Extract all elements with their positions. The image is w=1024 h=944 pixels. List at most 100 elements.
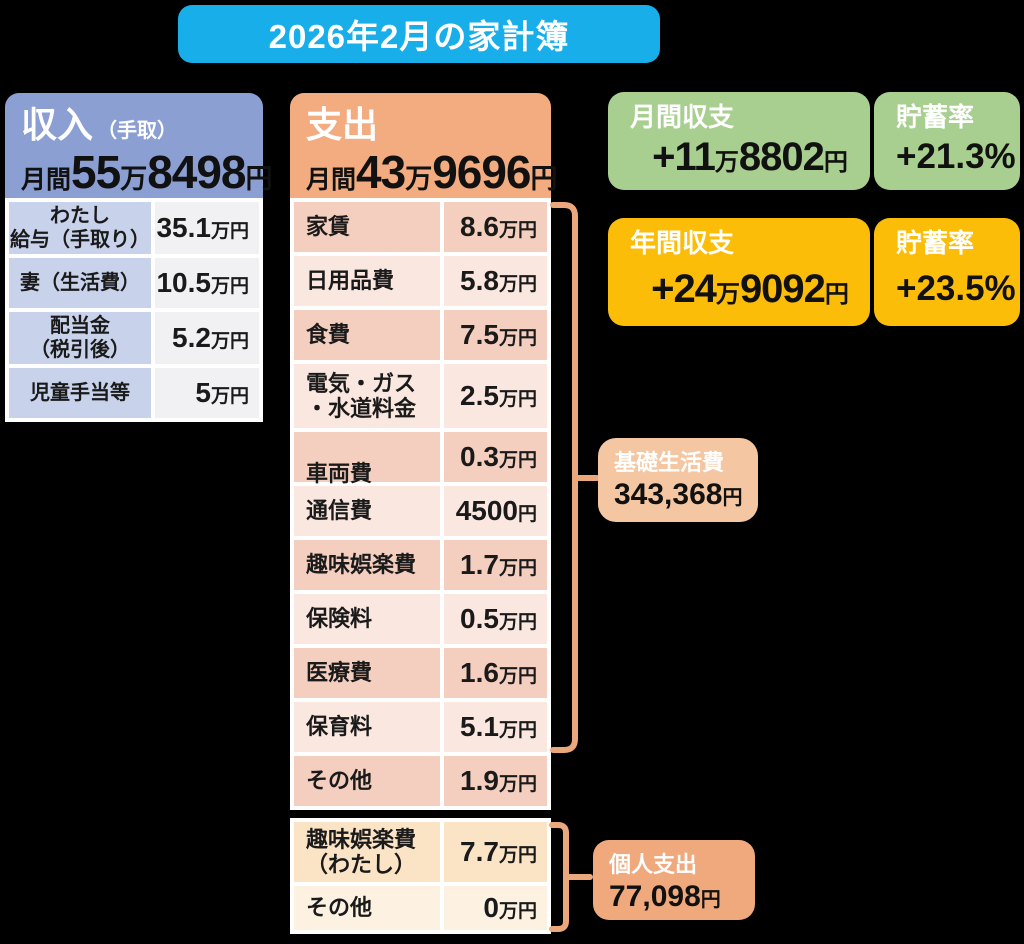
expense-row-unit: 万円: [498, 274, 537, 295]
expense-row-amount: 0.5: [460, 603, 499, 634]
income-row-value: 5万円: [155, 368, 259, 418]
expense-row-value: 1.7万円: [444, 540, 547, 590]
expense-row-unit: 万円: [498, 220, 537, 241]
income-row-label: わたし 給与（手取り）: [9, 202, 151, 254]
expense-row: 保険料 0.5万円: [294, 594, 547, 644]
personal-expense-table: 趣味娯楽費 （わたし） 7.7万円 その他 0万円: [290, 818, 551, 934]
expense-row: 電気・ガス ・水道料金 2.5万円: [294, 364, 547, 428]
expense-row-amount: 7.5: [460, 319, 499, 350]
basic-living-cost-value: 343,368円: [614, 478, 746, 512]
expense-row-amount: 5.1: [460, 711, 499, 742]
expense-row: 通信費 4500円: [294, 486, 547, 536]
expense-row: 医療費 1.6万円: [294, 648, 547, 698]
expense-row-unit: 万円: [498, 450, 537, 471]
yearly-balance-man: +24: [651, 267, 717, 312]
basic-living-cost-amount: 343,368: [614, 478, 723, 512]
personal-row-amount: 0: [483, 892, 499, 923]
income-row-amount: 5.2: [172, 322, 211, 353]
personal-spending-label: 個人支出: [609, 852, 698, 877]
expense-amount-prefix: 月間: [306, 166, 357, 195]
expense-header-label-line: 支出: [306, 103, 535, 146]
monthly-savings-rate-value: +21.3%: [896, 137, 1016, 177]
income-amount-prefix: 月間: [21, 166, 72, 195]
expense-row-amount: 4500: [455, 495, 518, 526]
income-label-note: （手取）: [97, 120, 178, 142]
personal-expense-row: その他 0万円: [294, 886, 547, 930]
monthly-balance-yen-unit: 円: [823, 149, 848, 177]
expense-row-label: その他: [294, 756, 440, 806]
yearly-savings-rate-value: +23.5%: [896, 269, 1016, 309]
expense-row: その他 1.9万円: [294, 756, 547, 806]
expense-row: 保育料 5.1万円: [294, 702, 547, 752]
expense-row-amount: 1.6: [460, 657, 499, 688]
income-row: わたし 給与（手取り） 35.1万円: [9, 202, 259, 254]
expense-row-label: 医療費: [294, 648, 440, 698]
monthly-savings-rate-label: 貯蓄率: [896, 102, 975, 132]
income-row: 配当金 （税引後） 5.2万円: [9, 312, 259, 364]
basic-living-cost-unit: 円: [722, 487, 743, 510]
expense-row-amount: 1.9: [460, 765, 499, 796]
expense-row-unit: 万円: [498, 720, 537, 741]
personal-row-value: 7.7万円: [444, 822, 547, 882]
expense-row-value: 0.5万円: [444, 594, 547, 644]
income-row-amount: 35.1: [156, 212, 211, 243]
personal-spending-unit: 円: [700, 889, 721, 912]
income-row-unit: 万円: [210, 386, 249, 407]
expense-row: 車両費 （ガソリン代等） 0.3万円: [294, 432, 547, 504]
monthly-balance-man-unit: 万: [714, 149, 739, 177]
expense-row: 趣味娯楽費 1.7万円: [294, 540, 547, 590]
expense-row-label: 保育料: [294, 702, 440, 752]
income-amount-yen-unit: 円: [245, 164, 273, 195]
expense-row-label: 趣味娯楽費: [294, 540, 440, 590]
expense-row-unit: 万円: [498, 328, 537, 349]
income-row-unit: 万円: [210, 276, 249, 297]
expense-row-label: 電気・ガス ・水道料金: [294, 364, 440, 428]
income-header: 収入 （手取） 月間55万8498円: [5, 93, 273, 199]
monthly-savings-rate-box: 貯蓄率 +21.3%: [874, 92, 1020, 190]
personal-row-value: 0万円: [444, 886, 547, 930]
income-row-unit: 万円: [210, 331, 249, 352]
basic-living-cost-label: 基礎生活費: [614, 450, 725, 475]
income-monthly-amount: 月間55万8498円: [21, 146, 273, 199]
monthly-balance-value: +11万8802円: [630, 135, 870, 180]
expense-row: 食費 7.5万円: [294, 310, 547, 360]
expense-amount-yen-unit: 円: [530, 164, 558, 195]
expense-row-unit: 万円: [498, 558, 537, 579]
income-row-unit: 万円: [210, 221, 249, 242]
expense-row-unit: 万円: [498, 612, 537, 633]
expense-row-label: 車両費 （ガソリン代等）: [294, 432, 440, 504]
income-row-value: 10.5万円: [155, 258, 259, 308]
personal-row-label: その他: [294, 886, 440, 930]
personal-row-label: 趣味娯楽費 （わたし）: [294, 822, 440, 882]
expense-row-label: 家賃: [294, 202, 440, 252]
expense-amount-man: 43: [356, 146, 406, 199]
personal-spending-box: 個人支出 77,098円: [593, 840, 755, 920]
expense-row-amount: 8.6: [460, 211, 499, 242]
expense-row-value: 1.6万円: [444, 648, 547, 698]
expense-label: 支出: [306, 104, 379, 145]
income-header-label-line: 収入 （手取）: [21, 103, 247, 146]
expense-row-amount: 2.5: [460, 380, 499, 411]
expense-row-value: 4500円: [444, 486, 547, 536]
expense-row-unit: 万円: [498, 666, 537, 687]
income-amount-yen: 8498: [147, 146, 246, 199]
expense-row-value: 8.6万円: [444, 202, 547, 252]
personal-expense-bracket: [549, 822, 593, 932]
income-row: 妻（生活費） 10.5万円: [9, 258, 259, 308]
expense-header: 支出 月間43万9696円: [290, 93, 558, 199]
expense-row-unit: 円: [517, 504, 537, 525]
income-table: わたし 給与（手取り） 35.1万円 妻（生活費） 10.5万円 配当金 （税引…: [5, 198, 263, 422]
expense-row-label: 保険料: [294, 594, 440, 644]
expense-row-amount: 1.7: [460, 549, 499, 580]
page-title: 2026年2月の家計簿: [178, 5, 660, 63]
expense-row-value: 0.3万円: [444, 432, 547, 482]
expense-row-value: 1.9万円: [444, 756, 547, 806]
income-row: 児童手当等 5万円: [9, 368, 259, 418]
expense-row-label-main: 車両費: [306, 461, 373, 487]
income-row-label: 妻（生活費）: [9, 258, 151, 308]
expense-row-label: 通信費: [294, 486, 440, 536]
yearly-savings-rate-box: 貯蓄率 +23.5%: [874, 218, 1020, 326]
expense-row-value: 7.5万円: [444, 310, 547, 360]
expense-row-value: 2.5万円: [444, 364, 547, 428]
